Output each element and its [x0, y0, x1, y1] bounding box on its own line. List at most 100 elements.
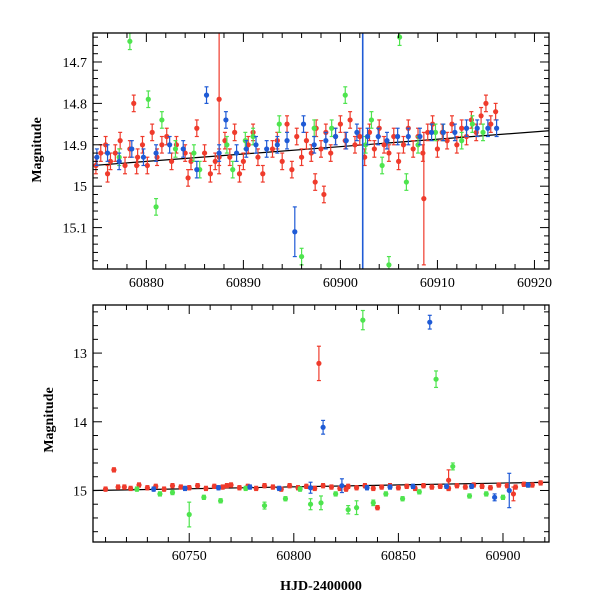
- data-point-blue: [525, 482, 531, 488]
- data-point-red: [227, 154, 233, 160]
- data-point-red: [236, 485, 243, 491]
- data-point-green: [191, 150, 197, 156]
- data-point-red: [434, 146, 441, 152]
- data-point-red: [104, 171, 111, 177]
- data-point-blue: [384, 138, 390, 144]
- data-point-blue: [440, 129, 446, 135]
- data-point-red: [159, 142, 165, 148]
- data-point-blue: [180, 146, 186, 152]
- data-point-red: [395, 485, 401, 491]
- data-point-green: [483, 491, 489, 497]
- data-point-red: [400, 142, 407, 148]
- data-point-green: [307, 501, 314, 507]
- data-point-red: [538, 480, 544, 486]
- data-point-red: [404, 483, 410, 489]
- data-point-green: [370, 500, 376, 506]
- data-point-red: [316, 360, 322, 366]
- data-point-green: [134, 486, 140, 492]
- y-tick-label: 14.7: [63, 56, 88, 71]
- data-point-blue: [364, 485, 370, 491]
- chart-panel-bottom: Magnitude HJD-2400000 60750 60800 60850 609…: [42, 304, 550, 594]
- data-point-red: [169, 483, 176, 489]
- data-point-blue: [233, 150, 240, 156]
- data-point-blue: [253, 142, 259, 148]
- data-point-blue: [140, 154, 147, 160]
- chart-panel-top: Magnitude 60880 60890 60900 60910 60920 14.7 1…: [30, 32, 552, 291]
- data-point-red: [437, 483, 443, 489]
- data-point-green: [342, 92, 348, 98]
- data-point-red: [220, 484, 226, 490]
- data-point-red: [164, 133, 170, 140]
- data-point-green: [416, 489, 422, 495]
- data-point-red: [203, 485, 209, 492]
- data-point-red: [253, 485, 259, 492]
- data-point-red: [168, 158, 175, 164]
- data-point-green: [466, 493, 473, 499]
- data-point-red: [255, 154, 261, 160]
- data-point-blue: [264, 146, 270, 152]
- y-tick-label: 13: [73, 347, 87, 362]
- data-point-green: [186, 511, 192, 518]
- data-point-red: [121, 484, 127, 490]
- data-point-blue: [311, 142, 317, 148]
- data-point-red: [420, 483, 427, 489]
- data-point-red: [224, 483, 230, 489]
- data-point-red: [459, 125, 465, 131]
- data-point-red: [487, 485, 494, 491]
- data-point-red: [483, 100, 489, 106]
- data-point-green: [379, 162, 385, 169]
- data-point-blue: [332, 133, 339, 140]
- data-point-red: [343, 486, 349, 492]
- data-point-red: [381, 142, 387, 148]
- data-point-green: [318, 500, 324, 506]
- data-point-red: [178, 484, 184, 490]
- x-tick-label: 60900: [323, 276, 358, 291]
- data-point-blue: [323, 138, 329, 144]
- data-point-red: [185, 175, 191, 181]
- data-point-red: [144, 485, 150, 491]
- data-point-red: [521, 481, 527, 487]
- data-point-blue: [405, 133, 411, 140]
- data-point-blue: [182, 485, 188, 492]
- data-point-red: [261, 483, 268, 489]
- data-point-red: [328, 484, 335, 490]
- data-point-green: [230, 167, 236, 173]
- data-point-red: [194, 125, 200, 131]
- data-point-red: [396, 158, 402, 164]
- data-point-red: [347, 117, 353, 123]
- x-tick-label: 60850: [381, 549, 416, 564]
- data-point-blue: [129, 146, 135, 152]
- data-point-red: [318, 146, 324, 152]
- data-point-red: [294, 133, 300, 140]
- data-point-red: [212, 158, 218, 164]
- data-point-red: [144, 162, 150, 169]
- y-tick-label: 15: [73, 180, 87, 195]
- data-point-blue: [194, 167, 200, 173]
- data-point-red: [245, 142, 251, 148]
- data-point-blue: [485, 125, 491, 131]
- data-point-blue: [274, 142, 280, 148]
- data-point-red: [240, 158, 246, 164]
- data-point-red: [366, 129, 373, 135]
- data-point-blue: [243, 146, 249, 152]
- data-point-red: [454, 142, 460, 148]
- data-point-red: [479, 483, 485, 489]
- data-point-blue: [167, 142, 173, 148]
- data-point-red: [488, 121, 494, 127]
- data-point-red: [236, 171, 243, 177]
- y-axis-label-bottom: Magnitude: [42, 387, 57, 452]
- data-point-red: [496, 482, 502, 488]
- data-point-red: [149, 129, 155, 135]
- data-point-blue: [354, 129, 360, 135]
- data-point-red: [112, 150, 118, 156]
- x-axis-label-bottom: HJD-2400000: [280, 579, 362, 594]
- data-point-blue: [463, 125, 470, 131]
- data-point-blue: [116, 158, 122, 164]
- data-point-red: [216, 96, 222, 102]
- data-point-red: [298, 154, 305, 160]
- data-point-green: [172, 146, 179, 152]
- data-point-blue: [429, 129, 435, 135]
- data-point-green: [243, 485, 249, 492]
- data-point-blue: [153, 150, 159, 156]
- data-point-red: [228, 482, 234, 488]
